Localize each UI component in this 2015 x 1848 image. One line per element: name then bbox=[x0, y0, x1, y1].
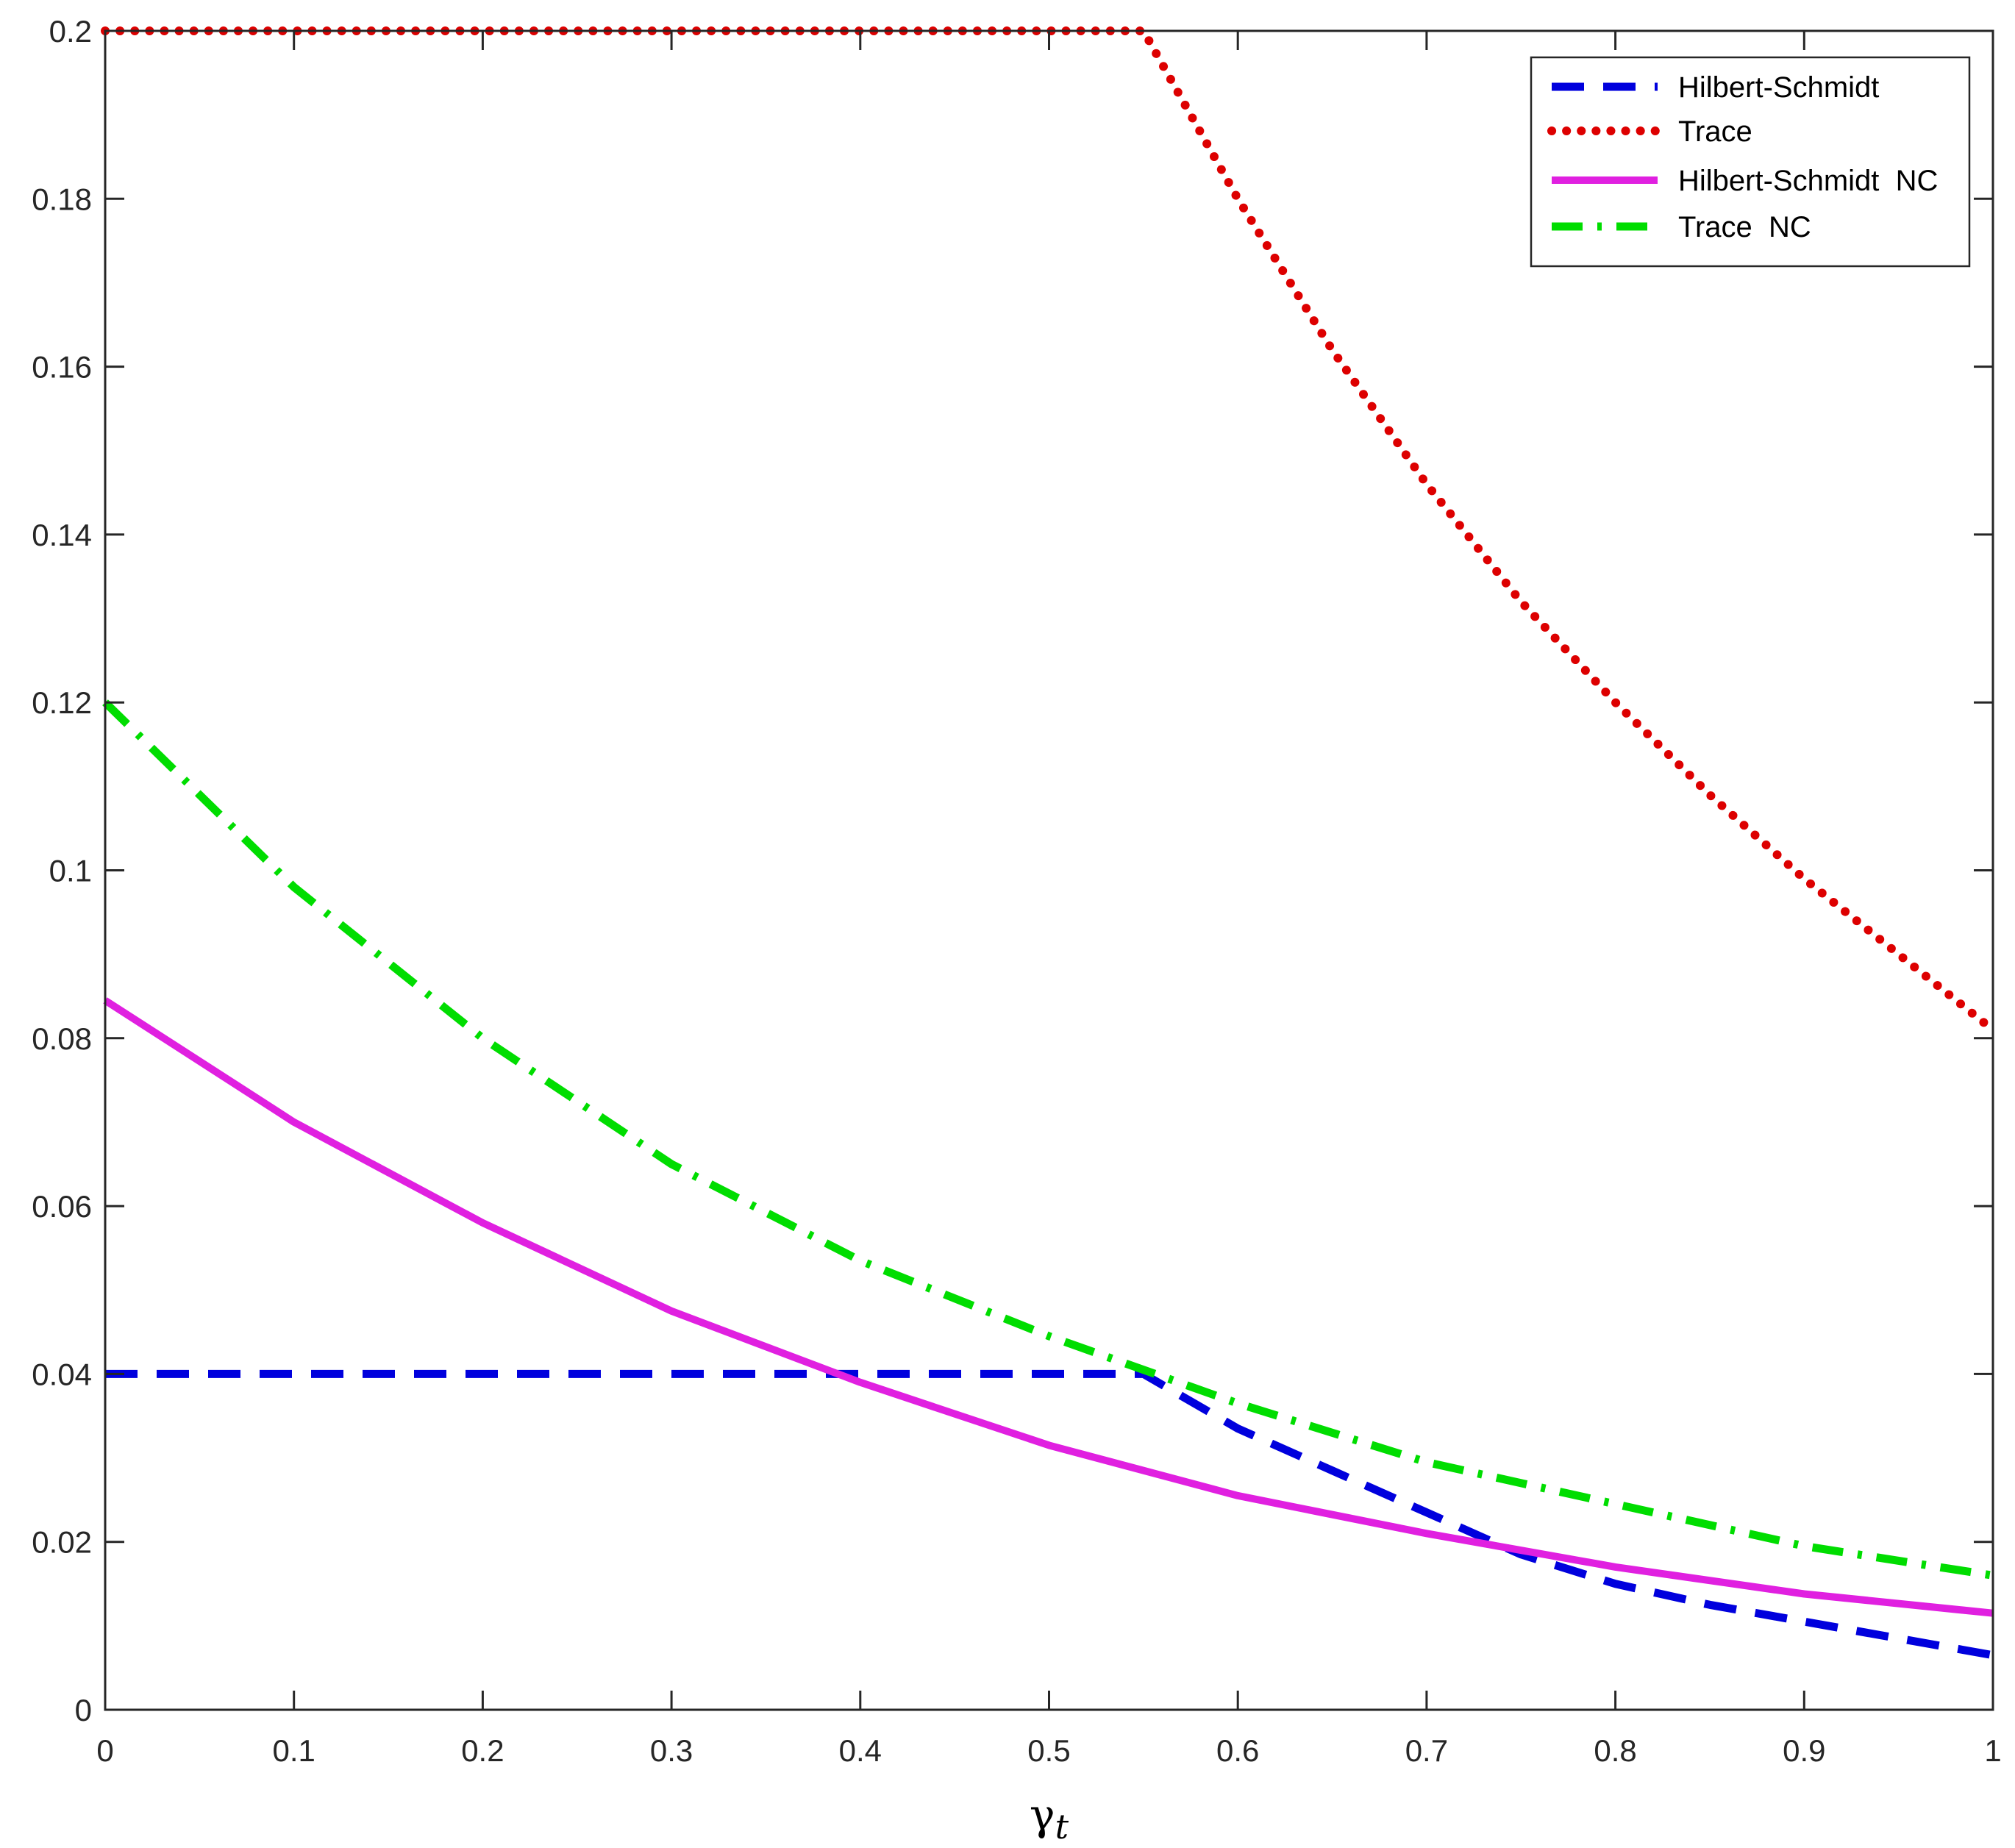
x-tick-label: 0 bbox=[96, 1733, 113, 1768]
x-tick-label: 0.5 bbox=[1027, 1733, 1070, 1768]
y-tick-label: 0.02 bbox=[32, 1525, 92, 1560]
x-axis-label-main: γ bbox=[1030, 1790, 1055, 1840]
y-tick-label: 0.2 bbox=[49, 14, 92, 49]
x-tick-label: 1 bbox=[1984, 1733, 2001, 1768]
legend: Hilbert-Schmidt Trace Hilbert-Schmidt NC Tr… bbox=[1530, 56, 1971, 268]
x-tick-label: 0.1 bbox=[273, 1733, 315, 1768]
series-line-3 bbox=[103, 997, 1994, 1617]
legend-label-3: Hilbert-Schmidt NC bbox=[1678, 165, 1938, 197]
x-tick-label: 0.3 bbox=[650, 1733, 693, 1768]
x-tick-label: 0.2 bbox=[461, 1733, 504, 1768]
x-tick-label: 0.4 bbox=[839, 1733, 882, 1768]
legend-label-4: Trace NC bbox=[1678, 211, 1811, 243]
y-tick-label: 0.04 bbox=[32, 1357, 92, 1391]
x-axis-label: γt bbox=[1030, 1790, 1069, 1847]
y-tick-label: 0.1 bbox=[49, 854, 92, 888]
y-tick-label: 0 bbox=[75, 1693, 92, 1727]
ticks-layer: 0 0.1 0.2 0.3 0.4 0.5 0.6 0.7 0.8 0.9 1 0 0.02 0.04 0.… bbox=[32, 14, 2001, 1768]
y-tick-label: 0.08 bbox=[32, 1021, 92, 1056]
x-tick-label: 0.9 bbox=[1783, 1733, 1825, 1768]
y-tick-label: 0.18 bbox=[32, 182, 92, 216]
x-tick-label: 0.7 bbox=[1405, 1733, 1448, 1768]
y-tick-label: 0.12 bbox=[32, 685, 92, 720]
y-tick-label: 0.06 bbox=[32, 1189, 92, 1224]
x-tick-label: 0.6 bbox=[1216, 1733, 1259, 1768]
x-tick-label: 0.8 bbox=[1594, 1733, 1636, 1768]
y-tick-label: 0.16 bbox=[32, 350, 92, 385]
series-line-4 bbox=[102, 699, 1994, 1580]
legend-label-2: Trace bbox=[1678, 115, 1752, 148]
legend-label-1: Hilbert-Schmidt bbox=[1678, 71, 1879, 104]
x-axis-label-subscript: t bbox=[1055, 1807, 1069, 1847]
series-line-1 bbox=[105, 1369, 1994, 1660]
legend-box bbox=[1530, 56, 1971, 268]
y-tick-label: 0.14 bbox=[32, 518, 92, 552]
